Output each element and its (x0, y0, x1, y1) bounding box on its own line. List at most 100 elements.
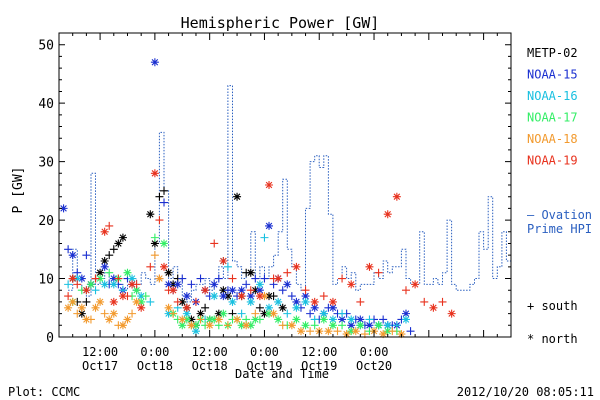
north-marker (301, 292, 310, 301)
south-marker (146, 297, 155, 306)
south-marker (333, 327, 342, 336)
x-tick-label-time: 12:00 (192, 345, 228, 359)
south-marker (160, 186, 169, 195)
south-marker (100, 309, 109, 318)
north-marker (274, 297, 283, 306)
south-marker (388, 327, 397, 336)
south-marker (155, 192, 164, 201)
south-marker (73, 309, 82, 318)
y-axis-label: P [GW] (11, 167, 26, 214)
south-marker (278, 286, 287, 295)
north-marker (246, 297, 255, 306)
south-marker (146, 262, 155, 271)
north-marker (100, 280, 109, 289)
north-marker (196, 309, 205, 318)
north-marker (292, 262, 301, 271)
south-marker (278, 321, 287, 330)
north-marker (383, 210, 392, 219)
south-marker (287, 292, 296, 301)
south-marker (223, 262, 232, 271)
north-marker (123, 268, 132, 277)
x-tick-label-time: 12:00 (301, 345, 337, 359)
north-marker (347, 280, 356, 289)
north-marker (296, 327, 305, 336)
north-marker (328, 321, 337, 330)
north-marker (356, 315, 365, 324)
north-marker (105, 315, 114, 324)
north-marker (169, 280, 178, 289)
legend-item-noaa-15: NOAA-15 (527, 68, 578, 82)
south-marker (178, 274, 187, 283)
north-marker (365, 262, 374, 271)
x-tick-label-time: 0:00 (360, 345, 389, 359)
north-marker (118, 233, 127, 242)
north-marker (77, 309, 86, 318)
north-marker (287, 321, 296, 330)
north-marker (310, 297, 319, 306)
south-marker (301, 286, 310, 295)
y-tick-label: 10 (38, 273, 54, 288)
north-marker (214, 309, 223, 318)
south-marker (420, 297, 429, 306)
north-marker (347, 321, 356, 330)
north-marker (109, 274, 118, 283)
legend-item-noaa-19: NOAA-19 (527, 154, 578, 168)
north-marker (137, 297, 146, 306)
south-marker (114, 274, 123, 283)
north-marker (265, 309, 274, 318)
series-noaa-16 (64, 233, 410, 336)
y-tick-label: 30 (38, 156, 54, 171)
south-marker (64, 245, 73, 254)
north-marker (219, 309, 228, 318)
north-marker (118, 292, 127, 301)
north-marker (265, 303, 274, 312)
north-marker (347, 327, 356, 336)
south-marker (365, 315, 374, 324)
satellite-points (59, 58, 456, 339)
y-tick-label: 40 (38, 97, 54, 112)
south-marker (319, 292, 328, 301)
north-marker (201, 286, 210, 295)
north-marker (219, 257, 228, 265)
north-marker (283, 280, 292, 289)
north-marker (191, 321, 200, 330)
north-marker (73, 274, 82, 283)
north-marker (182, 292, 191, 301)
south-marker (283, 309, 292, 318)
legend-north-marker: * north (527, 332, 578, 346)
north-marker (265, 181, 274, 189)
x-tick-label-time: 12:00 (82, 345, 118, 359)
chart-title: Hemispheric Power [GW] (181, 14, 380, 32)
north-marker (292, 315, 301, 324)
north-marker (265, 221, 274, 230)
south-marker (128, 309, 137, 318)
north-marker (392, 192, 401, 201)
north-marker (182, 315, 191, 324)
south-marker (132, 280, 141, 289)
north-marker (77, 303, 86, 312)
north-marker (64, 303, 73, 312)
south-marker (401, 286, 410, 295)
south-marker (201, 303, 210, 312)
north-marker (150, 169, 159, 178)
north-marker (123, 315, 132, 324)
south-marker (379, 315, 388, 324)
legend-item-noaa-18: NOAA-18 (527, 132, 578, 146)
north-marker (401, 309, 410, 318)
south-marker (196, 315, 205, 324)
north-marker (383, 327, 392, 336)
south-marker (169, 309, 178, 318)
south-marker (283, 268, 292, 277)
plot-axes: 0102030405012:00Oct170:00Oct1812:00Oct18… (38, 32, 512, 373)
series-noaa-19 (64, 169, 456, 318)
north-marker (447, 309, 456, 318)
north-marker (150, 58, 159, 67)
x-tick-label-date: Oct19 (301, 359, 337, 373)
north-marker (274, 315, 283, 324)
south-marker (214, 274, 223, 283)
north-marker (164, 268, 173, 277)
north-marker (100, 227, 109, 236)
north-marker (242, 321, 251, 330)
south-marker (82, 297, 91, 306)
